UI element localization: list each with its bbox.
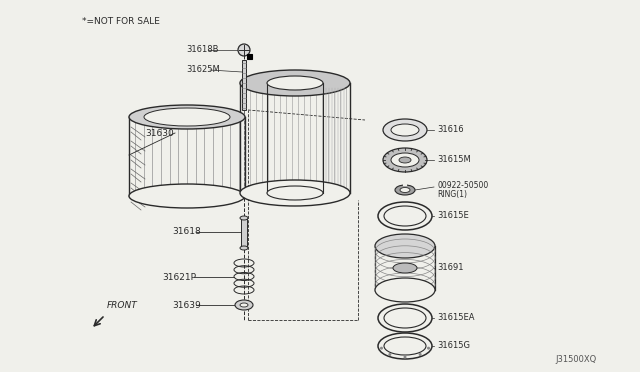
- Ellipse shape: [238, 44, 250, 56]
- Ellipse shape: [403, 356, 406, 359]
- Ellipse shape: [383, 148, 427, 172]
- Ellipse shape: [129, 184, 245, 208]
- Text: 31625M: 31625M: [186, 65, 220, 74]
- Text: 31615G: 31615G: [437, 341, 470, 350]
- Ellipse shape: [235, 300, 253, 310]
- Text: 31618B: 31618B: [186, 45, 218, 55]
- Ellipse shape: [384, 206, 426, 226]
- Ellipse shape: [129, 105, 245, 129]
- Ellipse shape: [383, 119, 427, 141]
- Ellipse shape: [240, 246, 248, 250]
- Ellipse shape: [427, 347, 430, 350]
- Ellipse shape: [240, 216, 248, 220]
- Ellipse shape: [400, 187, 410, 192]
- Bar: [241, 218, 247, 248]
- Ellipse shape: [267, 186, 323, 200]
- Text: 31615E: 31615E: [437, 212, 468, 221]
- Bar: [247, 54, 252, 59]
- Ellipse shape: [393, 263, 417, 273]
- Ellipse shape: [399, 157, 411, 163]
- Text: 31621P: 31621P: [162, 273, 196, 282]
- Text: 31691: 31691: [437, 263, 463, 273]
- Ellipse shape: [380, 347, 383, 350]
- Ellipse shape: [267, 76, 323, 90]
- Ellipse shape: [384, 337, 426, 355]
- Ellipse shape: [391, 153, 419, 167]
- Ellipse shape: [240, 70, 350, 96]
- Ellipse shape: [240, 303, 248, 307]
- Text: 31615M: 31615M: [437, 155, 471, 164]
- Ellipse shape: [375, 234, 435, 258]
- Ellipse shape: [240, 180, 350, 206]
- Text: 31639: 31639: [172, 301, 201, 310]
- Ellipse shape: [391, 124, 419, 136]
- Bar: [242, 60, 246, 110]
- Text: 31616: 31616: [437, 125, 463, 135]
- Text: 31618: 31618: [172, 228, 201, 237]
- Text: 31615EA: 31615EA: [437, 314, 474, 323]
- Text: 31630: 31630: [145, 128, 173, 138]
- Text: *=NOT FOR SALE: *=NOT FOR SALE: [82, 17, 160, 26]
- Ellipse shape: [388, 353, 391, 356]
- Text: J31500XQ: J31500XQ: [555, 356, 596, 365]
- Text: FRONT: FRONT: [107, 301, 138, 310]
- Text: RING(1): RING(1): [437, 190, 467, 199]
- Ellipse shape: [144, 108, 230, 126]
- Ellipse shape: [384, 308, 426, 328]
- Ellipse shape: [395, 185, 415, 195]
- Ellipse shape: [375, 278, 435, 302]
- Ellipse shape: [419, 353, 422, 356]
- Text: 00922-50500: 00922-50500: [437, 180, 488, 189]
